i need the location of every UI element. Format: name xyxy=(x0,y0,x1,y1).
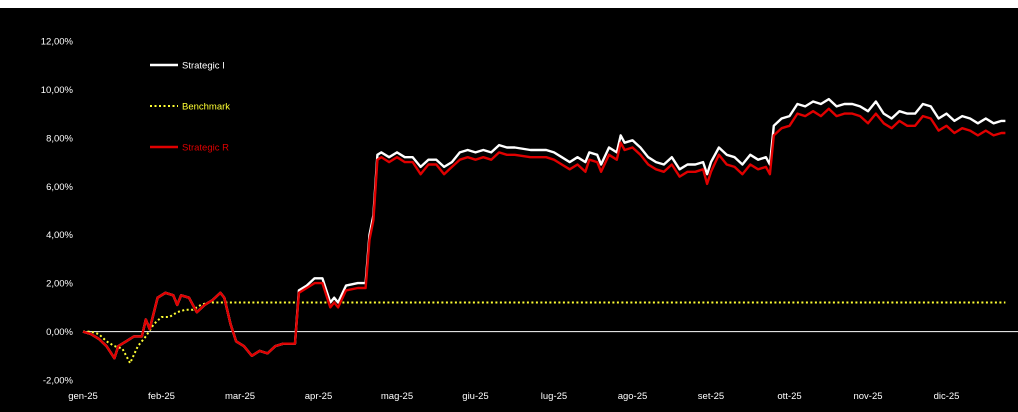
y-tick-label: 12,00% xyxy=(41,37,74,48)
y-tick-label: 0,00% xyxy=(46,327,73,338)
x-tick-label: set-25 xyxy=(698,391,724,402)
x-tick-label: nov-25 xyxy=(853,391,882,402)
x-tick-label: lug-25 xyxy=(541,391,567,402)
y-tick-label: -2,00% xyxy=(43,376,74,387)
x-tick-label: gen-25 xyxy=(68,391,98,402)
legend-label: Strategic I xyxy=(182,61,225,72)
y-tick-label: 4,00% xyxy=(46,230,73,241)
line-chart: -2,00% 0,00% 2,00% 4,00% 6,00% 8,00% 10,00% 12,… xyxy=(41,37,1018,402)
x-tick-label: apr-25 xyxy=(305,391,332,402)
chart-background: -2,00% 0,00% 2,00% 4,00% 6,00% 8,00% 10,00% 12,… xyxy=(0,8,1018,412)
x-tick-label: giu-25 xyxy=(462,391,488,402)
y-tick-label: 6,00% xyxy=(46,182,73,193)
x-axis-tick-labels: gen-25 feb-25 mar-25 apr-25 mag-25 giu-25 lug-… xyxy=(68,391,959,402)
y-tick-label: 8,00% xyxy=(46,133,73,144)
legend: Strategic I Benchmark Strategic R xyxy=(150,61,230,154)
x-tick-label: ott-25 xyxy=(777,391,801,402)
y-tick-label: 2,00% xyxy=(46,279,73,290)
y-tick-label: 10,00% xyxy=(41,85,74,96)
x-tick-label: feb-25 xyxy=(148,391,175,402)
series-line-strategic-r xyxy=(82,107,1006,360)
x-tick-label: mag-25 xyxy=(381,391,413,402)
legend-label: Benchmark xyxy=(182,102,230,113)
series-line-strategic-i xyxy=(82,97,1006,360)
x-tick-label: mar-25 xyxy=(225,391,255,402)
y-axis-tick-labels: -2,00% 0,00% 2,00% 4,00% 6,00% 8,00% 10,00% 12,… xyxy=(41,37,74,387)
series-layer xyxy=(82,97,1006,365)
legend-label: Strategic R xyxy=(182,143,229,154)
x-tick-label: ago-25 xyxy=(618,391,648,402)
x-tick-label: dic-25 xyxy=(934,391,960,402)
series-line-benchmark xyxy=(83,301,1006,365)
